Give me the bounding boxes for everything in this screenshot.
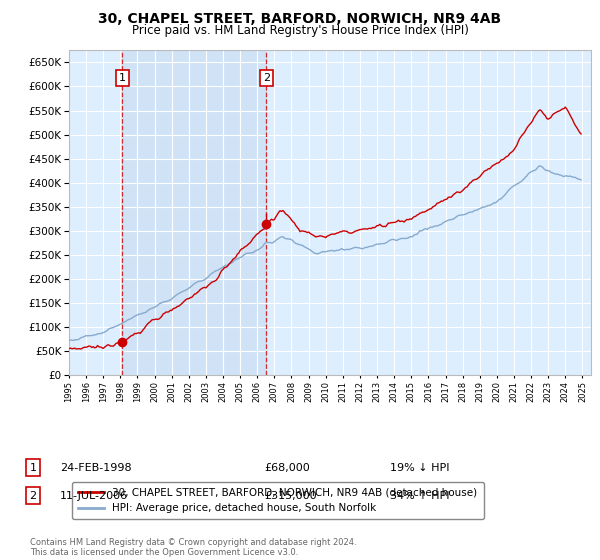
Text: 19% ↓ HPI: 19% ↓ HPI [390,463,449,473]
Text: Price paid vs. HM Land Registry's House Price Index (HPI): Price paid vs. HM Land Registry's House … [131,24,469,36]
Text: £315,000: £315,000 [264,491,317,501]
Text: 2: 2 [29,491,37,501]
Legend: 30, CHAPEL STREET, BARFORD, NORWICH, NR9 4AB (detached house), HPI: Average pric: 30, CHAPEL STREET, BARFORD, NORWICH, NR9… [71,482,484,519]
Text: 1: 1 [119,73,126,83]
Text: 30, CHAPEL STREET, BARFORD, NORWICH, NR9 4AB: 30, CHAPEL STREET, BARFORD, NORWICH, NR9… [98,12,502,26]
Text: 11-JUL-2006: 11-JUL-2006 [60,491,128,501]
Text: £68,000: £68,000 [264,463,310,473]
Text: 1: 1 [29,463,37,473]
Text: 34% ↑ HPI: 34% ↑ HPI [390,491,449,501]
Bar [122,50,266,375]
Text: 24-FEB-1998: 24-FEB-1998 [60,463,131,473]
Text: 2: 2 [263,73,270,83]
Text: Contains HM Land Registry data © Crown copyright and database right 2024.
This d: Contains HM Land Registry data © Crown c… [30,538,356,557]
